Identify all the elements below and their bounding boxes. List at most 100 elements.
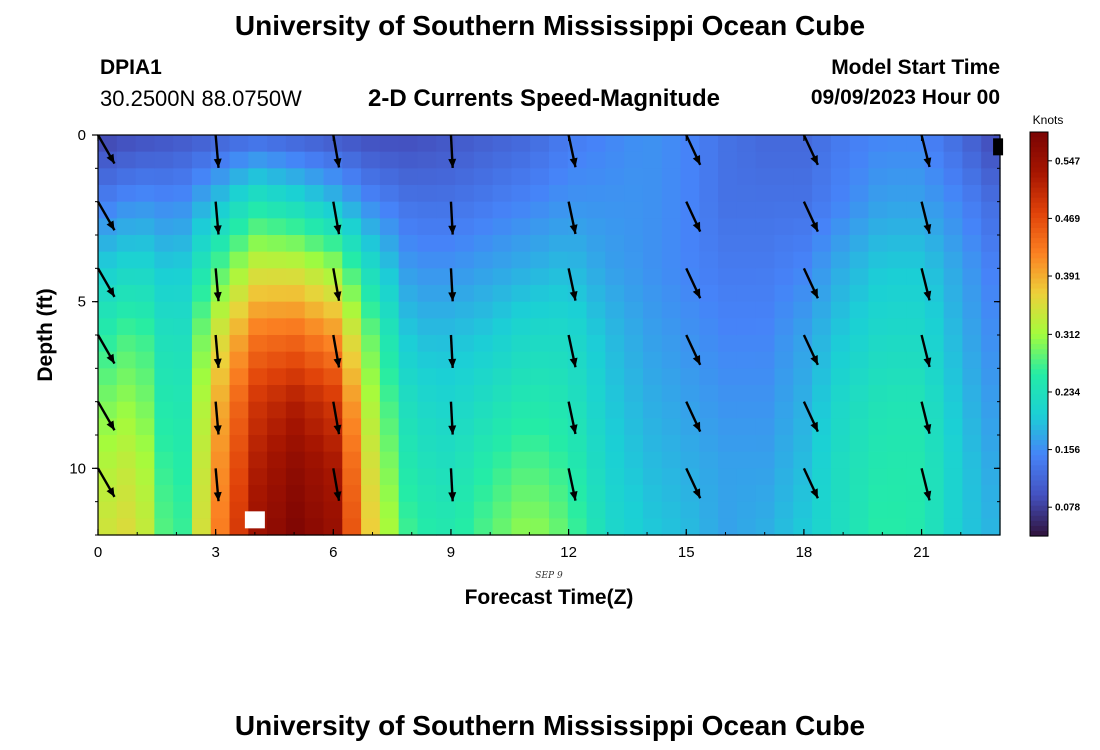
heatmap-cell: [267, 385, 287, 403]
heatmap-cell: [962, 285, 982, 303]
heatmap-cell: [248, 251, 268, 269]
heatmap-cell: [680, 501, 700, 519]
heatmap-cell: [962, 468, 982, 486]
heatmap-cell: [455, 151, 475, 169]
current-vector-head: [810, 355, 818, 365]
colorbar-segment: [1030, 404, 1048, 411]
heatmap-cell: [699, 235, 719, 253]
heatmap-cell: [98, 401, 118, 419]
heatmap-cell: [285, 268, 306, 286]
heatmap-cell: [906, 435, 926, 453]
heatmap-cell: [943, 418, 964, 436]
current-vector-head: [569, 490, 578, 501]
heatmap-cell: [116, 385, 137, 403]
heatmap-cell: [549, 151, 569, 169]
heatmap-cell: [285, 518, 306, 536]
heatmap-cell: [436, 301, 456, 319]
x-tick-label: 0: [94, 544, 102, 561]
heatmap-cell: [191, 418, 212, 436]
heatmap-cell: [398, 518, 419, 536]
heatmap-cell: [624, 368, 644, 386]
heatmap-cell: [567, 201, 588, 219]
current-vector-head: [448, 358, 457, 368]
heatmap-cell: [642, 468, 663, 486]
heatmap-cell: [943, 518, 964, 536]
heatmap-cell: [379, 201, 400, 219]
heatmap-cell: [455, 501, 475, 519]
heatmap-cell: [323, 435, 343, 453]
heatmap-cell: [924, 318, 945, 336]
heatmap-cell: [361, 451, 381, 469]
heatmap-cell: [248, 185, 268, 203]
heatmap-cell: [793, 418, 813, 436]
heatmap-cell: [812, 435, 832, 453]
heatmap-cell: [455, 285, 475, 303]
heatmap-cell: [511, 151, 531, 169]
heatmap-cell: [285, 468, 306, 486]
heatmap-cell: [736, 351, 757, 369]
heatmap-cell: [549, 451, 569, 469]
heatmap-cell: [549, 185, 569, 203]
heatmap-cell: [173, 251, 193, 269]
heatmap-cell: [868, 168, 888, 186]
heatmap-cell: [830, 368, 851, 386]
heatmap-cell: [906, 301, 926, 319]
heatmap-cell: [887, 268, 907, 286]
heatmap-cell: [812, 268, 832, 286]
heatmap-cell: [605, 435, 625, 453]
heatmap-cell: [267, 368, 287, 386]
heatmap-cell: [342, 168, 362, 186]
heatmap-cell: [624, 235, 644, 253]
heatmap-cell: [379, 401, 400, 419]
heatmap-cell: [492, 451, 513, 469]
heatmap-cell: [135, 468, 155, 486]
heatmap-cell: [379, 151, 400, 169]
heatmap-cell: [248, 385, 268, 403]
colorbar-segment: [1030, 475, 1048, 482]
current-vector-head: [106, 353, 115, 364]
heatmap-cell: [511, 301, 531, 319]
heatmap-cell: [173, 235, 193, 253]
heatmap-cell: [135, 135, 155, 153]
heatmap-cell: [210, 301, 231, 319]
heatmap-cell: [530, 268, 550, 286]
heatmap-cell: [868, 135, 888, 153]
heatmap-cell: [887, 485, 907, 503]
heatmap-cell: [417, 135, 437, 153]
y-tick-label: 0: [78, 127, 86, 144]
heatmap-cell: [661, 285, 682, 303]
heatmap-cell: [417, 251, 437, 269]
heatmap-cell: [830, 518, 851, 536]
current-vector-head: [333, 157, 342, 168]
heatmap-cell: [718, 135, 738, 153]
heatmap-cell: [755, 485, 776, 503]
heatmap-cell: [624, 318, 644, 336]
heatmap-cell: [774, 368, 794, 386]
heatmap-cell: [398, 135, 419, 153]
heatmap-cell: [361, 485, 381, 503]
heatmap-cell: [492, 518, 513, 536]
heatmap-cell: [943, 135, 964, 153]
heatmap-cell: [135, 168, 155, 186]
heatmap-cell: [304, 151, 325, 169]
heatmap-cell: [699, 351, 719, 369]
heatmap-cell: [530, 201, 550, 219]
heatmap-cell: [398, 268, 419, 286]
heatmap-cell: [135, 485, 155, 503]
heatmap-cell: [398, 385, 419, 403]
heatmap-cell: [887, 235, 907, 253]
heatmap-cell: [248, 285, 268, 303]
heatmap-cell: [342, 485, 362, 503]
heatmap-cell: [154, 485, 174, 503]
heatmap-cell: [361, 385, 381, 403]
heatmap-cell: [116, 518, 137, 536]
heatmap-cell: [793, 218, 813, 236]
heatmap-cell: [191, 518, 212, 536]
heatmap-cell: [755, 335, 776, 353]
heatmap-cell: [248, 435, 268, 453]
heatmap-cell: [323, 268, 343, 286]
heatmap-cell: [304, 485, 325, 503]
y-tick-label: 10: [69, 460, 86, 477]
heatmap-cell: [906, 235, 926, 253]
